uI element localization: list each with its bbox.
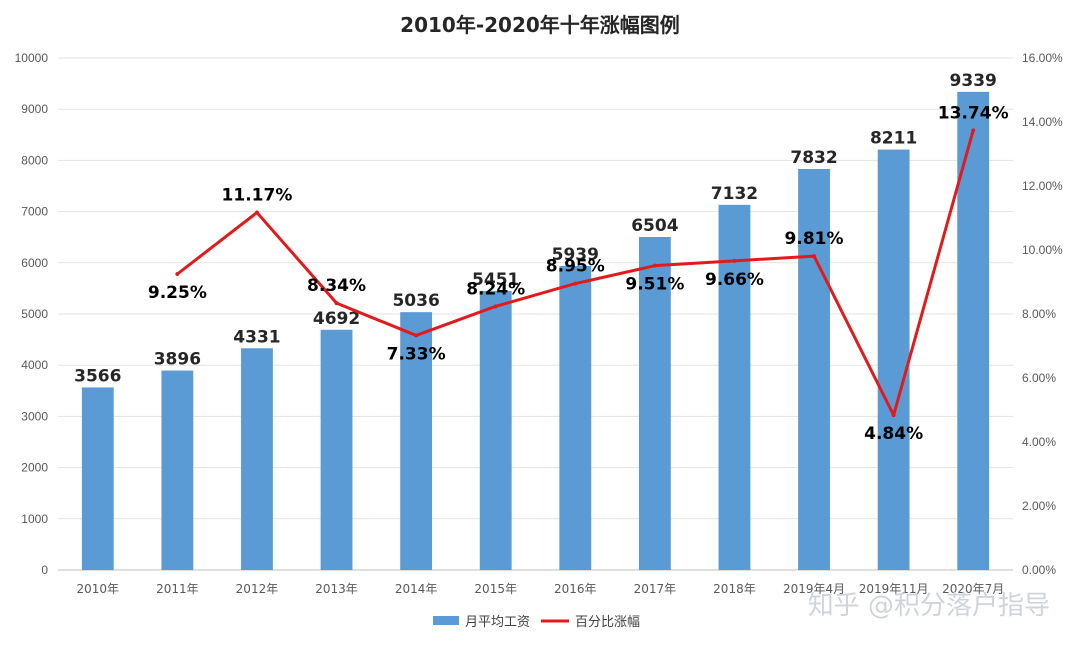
bar [320,329,353,570]
watermark-text: 知乎 @积分落户指导 [808,591,1050,621]
x-tick-label: 2012年 [236,582,279,596]
line-point [971,128,976,133]
legend: 月平均工资 百分比涨幅 [433,615,640,630]
bar-data-label: 5451 [472,270,519,290]
line-data-label: 8.95% [546,257,605,277]
bar-data-label: 4331 [233,327,280,347]
line-data-label: 8.34% [307,276,366,296]
bar [161,370,194,570]
bar-data-label: 6504 [631,216,678,236]
y-right-tick-label: 12.00% [1022,179,1063,193]
line-point [414,333,419,338]
line-point [652,263,657,268]
y-right-tick-label: 4.00% [1022,435,1056,449]
y-right-tick-label: 16.00% [1022,51,1063,65]
x-tick-label: 2010年 [77,582,120,596]
y-right-tick-label: 2.00% [1022,499,1056,513]
y-left-tick-label: 8000 [21,153,48,167]
bar [798,169,830,571]
x-tick-label: 2015年 [474,582,517,596]
x-tick-label: 2014年 [395,582,438,596]
bar-labels: 3566 3896 4331 4692 5036 5451 5939 6504 7132 7832… [74,71,997,387]
y-right-tick-label: 10.00% [1022,243,1063,257]
line-data-label: 11.17% [222,186,293,206]
line-point [573,281,578,286]
line-point [732,258,737,263]
x-tick-label: 2013年 [315,582,358,596]
y-axis-right: 0.00% 2.00% 4.00% 6.00% 8.00% 10.00% 12.00% 14.… [1022,51,1063,577]
bar-series [81,91,990,571]
line-data-label: 9.51% [625,275,684,295]
y-left-tick-label: 10000 [15,51,49,65]
bar-data-label: 7832 [790,148,837,168]
legend-label-bar: 月平均工资 [465,615,530,630]
bar [559,265,592,570]
bar-data-label: 4692 [313,309,360,329]
line-data-label: 9.66% [705,270,764,290]
bar-data-label: 8211 [870,129,917,149]
x-tick-label: 2017年 [634,582,677,596]
y-left-tick-label: 3000 [21,409,48,423]
line-data-label: 9.81% [785,229,844,249]
legend-swatch-bar [433,616,459,625]
x-tick-label: 2011年 [156,582,199,596]
y-right-tick-label: 0.00% [1022,563,1056,577]
line-data-label: 7.33% [387,344,446,364]
gridlines [58,57,1013,571]
bar [241,348,273,570]
line-labels: 9.25% 11.17% 8.34% 7.33% 8.24% 8.95% 9.51% 9.66… [148,103,1009,444]
legend-label-line: 百分比涨幅 [575,615,640,630]
y-left-tick-label: 0 [41,563,48,577]
x-tick-label: 2016年 [554,582,597,596]
y-left-tick-label: 1000 [21,512,48,526]
y-right-tick-label: 8.00% [1022,307,1056,321]
y-left-tick-label: 4000 [21,358,48,372]
x-tick-label: 2018年 [713,582,756,596]
line-point [334,301,339,306]
x-axis: 2010年 2011年 2012年 2013年 2014年 2015年 2016年 2017年… [77,582,1005,596]
bar-data-label: 3566 [74,366,121,386]
x-tick-label: 2019年4月 [783,582,845,596]
line-point [812,254,817,259]
line-point [891,413,896,418]
line-data-label: 9.25% [148,283,207,303]
bar [957,91,990,570]
bar-data-label: 5036 [392,291,439,311]
bar-data-label: 7132 [711,184,758,204]
bar [81,387,114,570]
y-left-tick-label: 9000 [21,102,48,116]
bar [718,204,751,570]
line-data-label: 8.24% [466,279,525,299]
bar [479,290,512,570]
line-series [175,128,976,418]
line-data-label: 13.74% [938,103,1009,123]
line-data-label: 4.84% [864,424,923,444]
line-point [493,304,498,309]
x-tick-label: 2020年7月 [942,582,1004,596]
chart-title: 2010年-2020年十年涨幅图例 [400,13,680,37]
y-axis-left: 0 1000 2000 3000 4000 5000 6000 7000 8000 9000 100… [15,51,49,577]
bar-data-label: 3896 [154,350,201,370]
y-right-tick-label: 6.00% [1022,371,1056,385]
y-left-tick-label: 6000 [21,256,48,270]
line-point [175,272,180,276]
y-right-tick-label: 14.00% [1022,115,1063,129]
bar [877,149,910,570]
bar [400,312,433,570]
bar [638,236,671,571]
bar-data-label: 9339 [950,71,997,91]
y-left-tick-label: 7000 [21,205,48,219]
bar-data-label: 5939 [552,245,599,265]
x-tick-label: 2019年11月 [859,582,929,596]
line-point [254,210,259,215]
y-left-tick-label: 2000 [21,461,48,475]
y-left-tick-label: 5000 [21,307,48,321]
